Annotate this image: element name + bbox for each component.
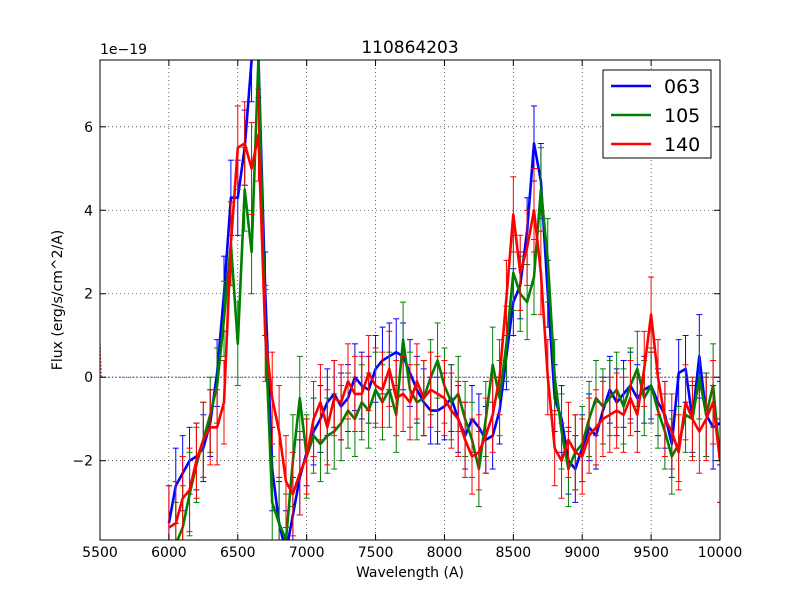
x-tick-label: 10000 xyxy=(698,545,743,561)
x-axis-label: Wavelength (A) xyxy=(356,565,464,581)
legend-label-140: 140 xyxy=(664,134,700,156)
y-axis-label: Flux (erg/s/cm^2/A) xyxy=(50,230,66,370)
series-line-140 xyxy=(168,133,720,529)
chart-title: 110864203 xyxy=(361,38,458,58)
y-tick-label: 4 xyxy=(84,203,93,219)
x-tick-label: 5500 xyxy=(82,545,118,561)
x-tick-label: 8500 xyxy=(496,545,532,561)
y-tick-label: 0 xyxy=(84,370,93,386)
series-140 xyxy=(165,88,720,540)
x-tick-label: 7500 xyxy=(358,545,394,561)
legend-label-105: 105 xyxy=(664,105,700,127)
legend: 063 105 140 xyxy=(602,69,712,159)
y-tick-label: 6 xyxy=(84,120,93,136)
x-tick-label: 6500 xyxy=(220,545,256,561)
x-tick-label: 6000 xyxy=(151,545,187,561)
y-axis-ticks: −2 0 2 4 6 xyxy=(72,120,720,470)
x-tick-label: 9000 xyxy=(564,545,600,561)
y-tick-label: −2 xyxy=(72,454,93,470)
legend-label-063: 063 xyxy=(664,76,700,98)
y-tick-label: 2 xyxy=(84,287,93,303)
x-tick-label: 8000 xyxy=(427,545,463,561)
y-scale-offset: 1e−19 xyxy=(100,42,147,58)
x-tick-label: 9500 xyxy=(633,545,669,561)
x-tick-label: 7000 xyxy=(289,545,325,561)
series-group xyxy=(165,60,720,540)
x-axis-ticks: 5500 6000 6500 7000 7500 8000 8500 9000 9500 1000… xyxy=(82,60,742,561)
series-line-105 xyxy=(176,60,720,540)
plot-frame xyxy=(99,59,721,541)
